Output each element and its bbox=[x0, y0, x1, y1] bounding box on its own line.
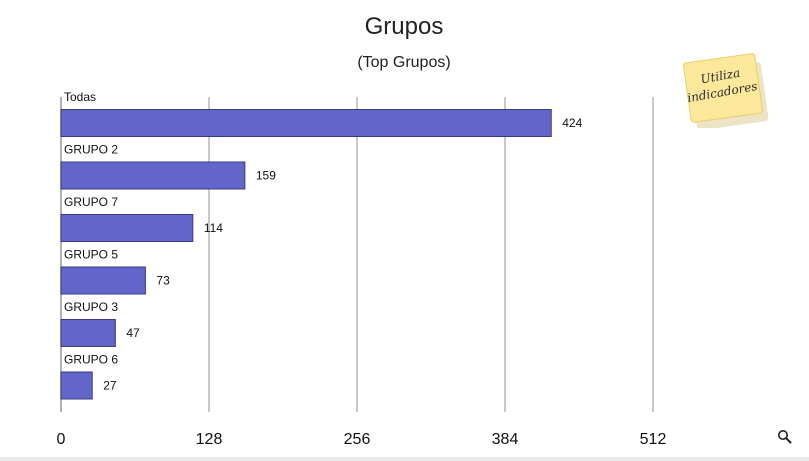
magnifier-icon[interactable] bbox=[776, 428, 794, 446]
value-label: 159 bbox=[256, 169, 276, 183]
value-label: 424 bbox=[562, 116, 582, 130]
value-label: 73 bbox=[156, 274, 170, 288]
bars: Todas 424 GRUPO 2 159 GRUPO 7 114 GRUPO 5 73 GRU… bbox=[60, 90, 583, 400]
category-label: GRUPO 7 bbox=[64, 195, 118, 209]
x-tick-label: 384 bbox=[492, 431, 519, 448]
footer-divider bbox=[0, 457, 809, 461]
x-tick-label: 128 bbox=[196, 431, 223, 448]
x-axis-ticks: 0 128 256 384 512 bbox=[57, 431, 667, 448]
bar[interactable] bbox=[60, 371, 93, 400]
bar[interactable] bbox=[60, 109, 552, 137]
chart-subtitle: (Top Grupos) bbox=[357, 54, 450, 71]
sticky-note-line1: Utiliza bbox=[699, 66, 741, 87]
x-tick-label: 512 bbox=[640, 431, 667, 448]
category-label: GRUPO 6 bbox=[64, 353, 118, 367]
category-label: GRUPO 2 bbox=[64, 143, 118, 157]
x-tick-label: 256 bbox=[344, 431, 371, 448]
sticky-note-image: Utiliza indicadores bbox=[683, 52, 769, 131]
bar[interactable] bbox=[60, 266, 146, 295]
bar[interactable] bbox=[60, 161, 246, 190]
category-label: GRUPO 5 bbox=[64, 248, 118, 262]
bar[interactable] bbox=[60, 319, 116, 347]
chart-title: Grupos bbox=[365, 13, 444, 40]
x-tick-label: 0 bbox=[57, 431, 66, 448]
bar[interactable] bbox=[60, 214, 194, 242]
value-label: 27 bbox=[103, 379, 117, 393]
value-label: 47 bbox=[126, 326, 140, 340]
grid bbox=[60, 97, 654, 412]
category-label: Todas bbox=[64, 90, 96, 104]
value-label: 114 bbox=[204, 221, 223, 235]
category-label: GRUPO 3 bbox=[64, 300, 118, 314]
